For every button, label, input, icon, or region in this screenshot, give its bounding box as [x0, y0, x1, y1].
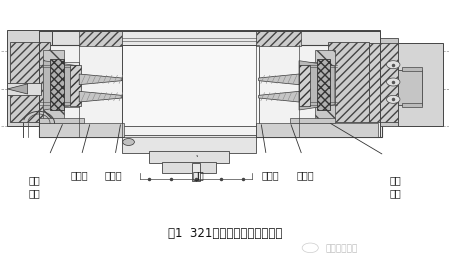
Text: 缓冲器: 缓冲器	[70, 170, 88, 180]
Bar	[39, 45, 382, 137]
Bar	[380, 38, 398, 126]
Bar	[39, 30, 380, 46]
Bar	[256, 31, 301, 46]
Polygon shape	[79, 74, 122, 85]
Text: 中国压缩机网: 中国压缩机网	[325, 244, 358, 253]
Bar	[398, 43, 443, 126]
Bar	[328, 42, 369, 122]
Circle shape	[387, 61, 400, 69]
Bar	[50, 59, 63, 110]
Polygon shape	[259, 74, 299, 85]
Bar	[162, 162, 216, 173]
Bar	[122, 31, 256, 45]
Bar	[7, 30, 52, 126]
Bar	[7, 83, 41, 95]
Bar	[302, 62, 318, 107]
Bar	[369, 43, 398, 122]
Polygon shape	[299, 61, 335, 110]
Polygon shape	[259, 91, 299, 102]
Bar	[39, 118, 84, 123]
Text: 图1  321螺杆压缩机水平剖视图: 图1 321螺杆压缩机水平剖视图	[168, 228, 282, 240]
Bar	[122, 135, 256, 153]
Bar	[299, 65, 310, 106]
Bar	[79, 31, 122, 46]
Polygon shape	[43, 61, 79, 110]
Bar	[402, 103, 423, 107]
Circle shape	[387, 78, 400, 86]
Polygon shape	[7, 84, 27, 94]
Text: 缓冲器: 缓冲器	[297, 170, 315, 180]
Circle shape	[387, 95, 400, 103]
Bar	[317, 59, 330, 110]
Text: 排凝: 排凝	[192, 170, 204, 180]
Bar	[122, 45, 259, 126]
Bar	[70, 65, 81, 106]
Text: 平衡腔: 平衡腔	[104, 170, 122, 180]
Text: 密封
介质: 密封 介质	[390, 175, 401, 198]
Bar	[315, 50, 335, 119]
Bar	[192, 163, 200, 181]
Text: 密封
介质: 密封 介质	[28, 175, 40, 198]
Bar	[43, 50, 63, 119]
Bar	[256, 123, 378, 137]
Circle shape	[123, 139, 135, 146]
Bar	[9, 42, 50, 122]
Bar	[290, 118, 335, 123]
Bar	[63, 62, 79, 107]
Polygon shape	[79, 91, 122, 102]
Bar	[402, 66, 423, 70]
Text: 平衡腔: 平衡腔	[261, 170, 279, 180]
Bar	[398, 70, 423, 105]
Bar	[39, 123, 124, 137]
Bar	[149, 151, 230, 163]
